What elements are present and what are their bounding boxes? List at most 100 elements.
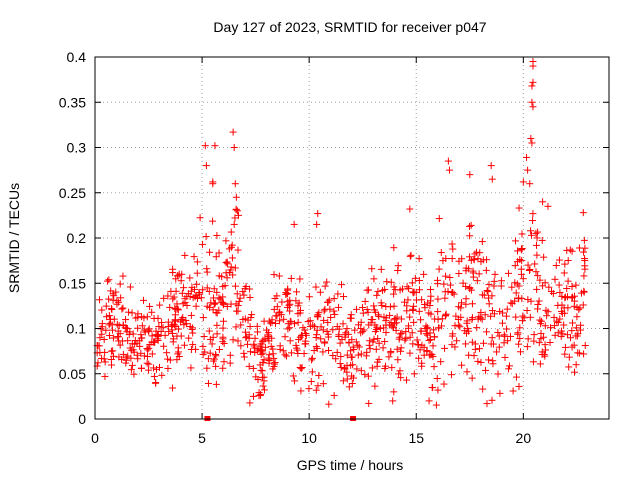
data-point xyxy=(189,341,197,349)
data-point xyxy=(526,313,534,321)
data-point xyxy=(469,273,477,281)
data-point xyxy=(353,365,361,373)
data-point xyxy=(455,303,463,311)
data-point xyxy=(354,351,362,359)
data-point xyxy=(372,345,380,353)
data-point xyxy=(257,366,265,374)
data-point xyxy=(244,316,252,324)
data-point xyxy=(528,139,536,147)
data-point xyxy=(158,319,166,327)
data-point xyxy=(193,280,201,288)
data-point xyxy=(321,282,329,290)
data-point xyxy=(532,268,540,276)
data-point xyxy=(365,399,373,407)
data-point xyxy=(353,305,361,313)
data-point xyxy=(197,294,205,302)
data-point xyxy=(269,365,277,373)
data-point xyxy=(219,364,227,372)
data-point xyxy=(222,237,230,245)
data-point xyxy=(258,347,266,355)
data-point xyxy=(404,296,412,304)
data-point xyxy=(490,282,498,290)
data-point xyxy=(477,258,485,266)
data-point xyxy=(296,275,304,283)
data-point xyxy=(199,350,207,358)
data-point xyxy=(485,294,493,302)
data-point xyxy=(382,329,390,337)
data-point xyxy=(568,319,576,327)
data-point xyxy=(339,320,347,328)
data-point xyxy=(446,281,454,289)
data-point xyxy=(380,313,388,321)
data-point xyxy=(295,299,303,307)
data-point xyxy=(488,334,496,342)
data-point xyxy=(483,286,491,294)
y-tick-label: 0.35 xyxy=(59,94,86,110)
data-point xyxy=(379,344,387,352)
data-point xyxy=(211,142,219,150)
data-point xyxy=(485,356,493,364)
data-point xyxy=(320,307,328,315)
data-point xyxy=(321,339,329,347)
y-tick-label: 0 xyxy=(78,411,86,427)
data-point xyxy=(475,270,483,278)
data-point xyxy=(441,294,449,302)
data-point xyxy=(199,314,207,322)
data-point xyxy=(568,283,576,291)
data-point xyxy=(358,304,366,312)
data-point xyxy=(440,380,448,388)
data-point xyxy=(396,367,404,375)
data-point xyxy=(186,322,194,330)
y-tick-label: 0.2 xyxy=(67,230,87,246)
data-point xyxy=(527,297,535,305)
data-point xyxy=(349,361,357,369)
data-point xyxy=(463,329,471,337)
data-point xyxy=(180,321,188,329)
data-point xyxy=(516,255,524,263)
data-point xyxy=(95,296,103,304)
data-point xyxy=(131,340,139,348)
data-point xyxy=(228,254,236,262)
data-point xyxy=(200,332,208,340)
data-point xyxy=(404,322,412,330)
data-point xyxy=(251,334,259,342)
data-point xyxy=(164,318,172,326)
data-point xyxy=(366,337,374,345)
data-point xyxy=(387,278,395,286)
data-point xyxy=(516,324,524,332)
data-point xyxy=(458,255,466,263)
data-point xyxy=(529,78,537,86)
data-point xyxy=(218,273,226,281)
data-point xyxy=(406,205,414,213)
data-point xyxy=(442,272,450,280)
data-point xyxy=(397,374,405,382)
data-point xyxy=(499,309,507,317)
data-points xyxy=(93,58,589,421)
data-point xyxy=(427,351,435,359)
data-point xyxy=(255,392,263,400)
data-point xyxy=(406,349,414,357)
data-point xyxy=(468,374,476,382)
data-point xyxy=(333,348,341,356)
data-point xyxy=(581,265,589,273)
data-point xyxy=(433,375,441,383)
data-point xyxy=(579,301,587,309)
data-point xyxy=(105,276,113,284)
data-point xyxy=(233,290,241,298)
data-point xyxy=(437,358,445,366)
data-point xyxy=(155,322,163,330)
data-point xyxy=(225,268,233,276)
data-point xyxy=(177,277,185,285)
data-point xyxy=(415,307,423,315)
data-point xyxy=(319,380,327,388)
data-point xyxy=(313,331,321,339)
data-point xyxy=(173,300,181,308)
data-point xyxy=(250,340,258,348)
data-point xyxy=(523,343,531,351)
data-point xyxy=(340,293,348,301)
data-point xyxy=(273,303,281,311)
data-point xyxy=(410,318,418,326)
data-point xyxy=(295,336,303,344)
data-point xyxy=(320,316,328,324)
data-point xyxy=(190,253,198,261)
